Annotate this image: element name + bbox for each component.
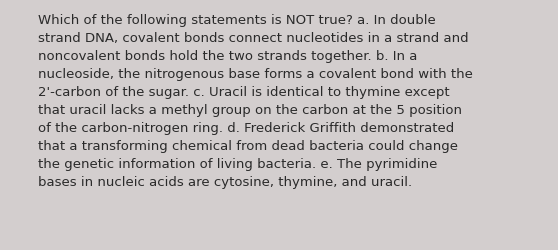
Text: Which of the following statements is NOT true? a. In double
strand DNA, covalent: Which of the following statements is NOT… bbox=[38, 14, 473, 188]
